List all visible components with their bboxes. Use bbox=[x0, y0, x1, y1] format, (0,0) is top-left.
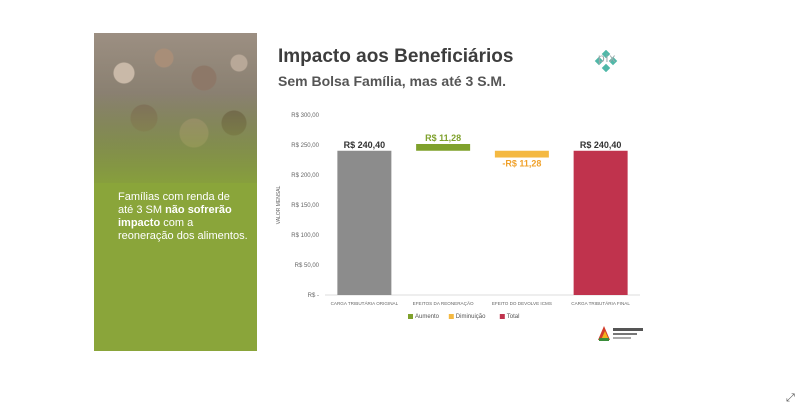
x-tick-label: CARGA TRIBUTÁRIA FINAL bbox=[571, 300, 630, 306]
y-axis-label: VALOR MENSAL bbox=[276, 186, 282, 225]
legend-label: Diminuição bbox=[456, 314, 486, 320]
legend-swatch-aumento bbox=[408, 314, 413, 319]
data-label: R$ 240,40 bbox=[580, 140, 622, 150]
pix-logo-text: pix bbox=[598, 51, 617, 65]
y-tick-label: R$ - bbox=[308, 293, 319, 299]
slide-subtitle: Sem Bolsa Família, mas até 3 S.M. bbox=[278, 73, 506, 89]
data-label: -R$ 11,28 bbox=[502, 159, 541, 169]
bar-diminuicao bbox=[494, 150, 549, 158]
slide-title: Impacto aos Beneficiários bbox=[278, 46, 514, 67]
y-tick-label: R$ 300,00 bbox=[291, 113, 319, 119]
bar-aumento bbox=[416, 143, 471, 151]
pix-logo-icon bbox=[594, 50, 618, 72]
legend-swatch-total bbox=[499, 314, 505, 319]
waterfall-chart: R$ - R$ 50,00 R$ 100,00 R$ 150,00 R$ 200,00 R… bbox=[276, 113, 640, 320]
y-tick-label: R$ 100,00 bbox=[291, 233, 319, 239]
legend-label: Aumento bbox=[415, 314, 440, 320]
legend-swatch-diminuição bbox=[448, 314, 454, 319]
y-tick-label: R$ 250,00 bbox=[291, 143, 319, 149]
panel-line2: com a reoneração dos alimentos. bbox=[118, 217, 248, 242]
rs-government-logo-icon bbox=[598, 326, 643, 341]
x-tick-label: EFEITOS DA REONERAÇÃO bbox=[413, 300, 474, 306]
x-tick-label: EFEITO DO DEVOLVE ICMS bbox=[492, 301, 552, 306]
panel-bold: não sofrerão impacto bbox=[118, 204, 232, 229]
left-panel: Famílias com renda de até 3 SM não sofre… bbox=[94, 33, 257, 351]
photo-fade bbox=[94, 93, 257, 193]
y-tick-label: R$ 150,00 bbox=[291, 203, 319, 209]
y-tick-label: R$ 200,00 bbox=[291, 173, 319, 179]
expand-icon[interactable]: ⤢ bbox=[786, 392, 795, 404]
data-label: R$ 11,28 bbox=[425, 133, 461, 143]
y-tick-label: R$ 50,00 bbox=[295, 263, 320, 269]
x-tick-label: CARGA TRIBUTÁRIA ORIGINAL bbox=[331, 300, 399, 306]
bar-total bbox=[337, 150, 392, 295]
data-label: R$ 240,40 bbox=[344, 140, 386, 150]
panel-line1: Famílias com renda de até 3 SM bbox=[118, 191, 230, 216]
legend-label: Total bbox=[507, 314, 520, 320]
panel-text: Famílias com renda de até 3 SM não sofre… bbox=[118, 191, 248, 243]
bar-total bbox=[573, 150, 628, 295]
